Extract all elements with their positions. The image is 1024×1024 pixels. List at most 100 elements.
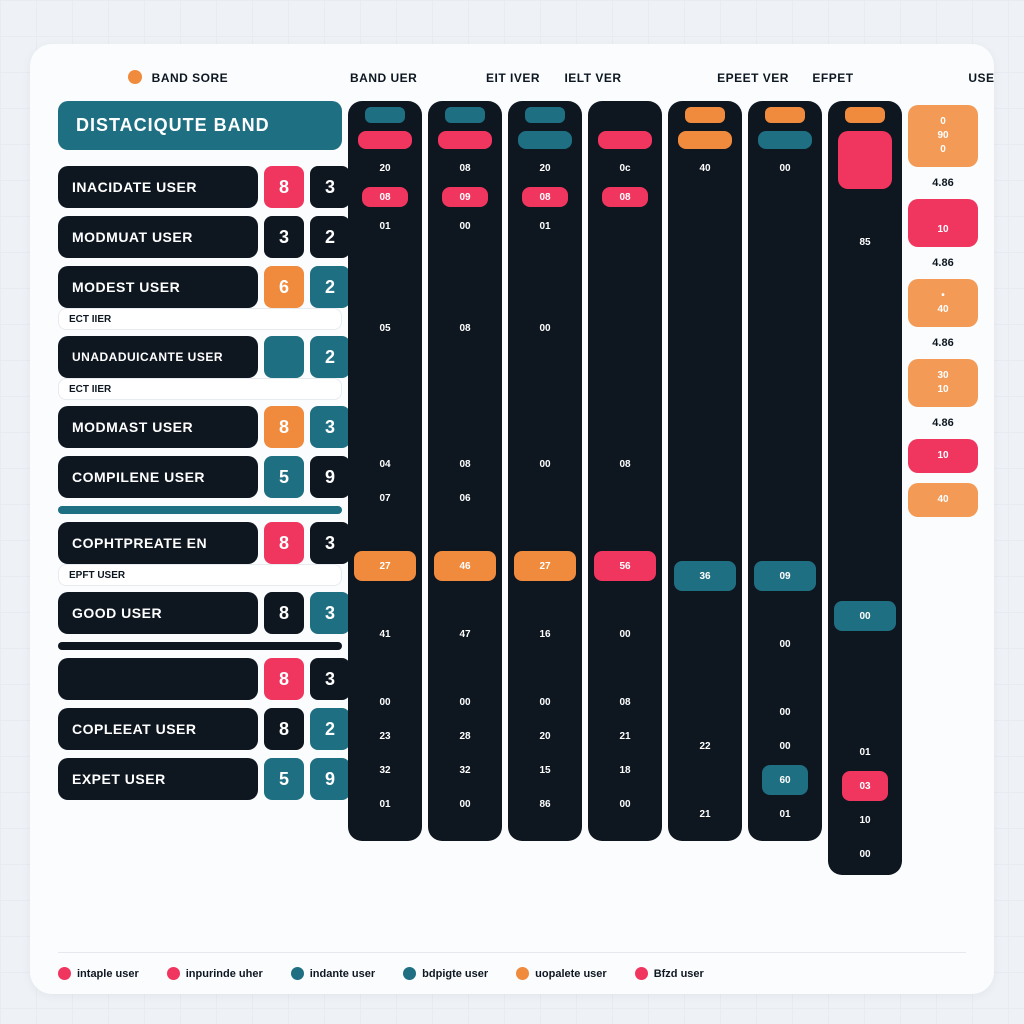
right-badges-column: 09004.86104.86•404.8630104.861040 (908, 101, 978, 517)
score-secondary: 3 (310, 658, 350, 700)
band-label: UNADADUICANTE USER (58, 336, 258, 378)
data-cell (522, 483, 568, 513)
band-row: UNADADUICANTE USER2 (58, 336, 342, 378)
data-cell (442, 279, 488, 309)
score-primary: 8 (264, 406, 304, 448)
column-cap (765, 107, 805, 123)
data-cell: 40 (682, 153, 728, 183)
data-cell (682, 221, 728, 251)
data-cell (442, 585, 488, 615)
data-cell: 60 (762, 765, 808, 795)
score-secondary: 3 (310, 406, 350, 448)
data-cell (602, 653, 648, 683)
legend-swatch-icon (167, 967, 180, 980)
data-cell (522, 585, 568, 615)
band-row: EXPET USER59 (58, 758, 342, 800)
data-cell (522, 415, 568, 445)
data-cell: 00 (442, 687, 488, 717)
side-value: 4.86 (908, 417, 978, 429)
band-label (58, 658, 258, 700)
data-cell: 04 (362, 449, 408, 479)
band-label: MODEST USER (58, 266, 258, 308)
data-cell (762, 357, 808, 387)
data-cell (522, 347, 568, 377)
header-eit: EIT IVER (476, 71, 550, 85)
score-secondary: 2 (310, 708, 350, 750)
legend-item: uopalete user (516, 967, 607, 980)
legend-label: bdpigte user (422, 968, 488, 980)
data-cell (682, 765, 728, 795)
column-cap (525, 107, 565, 123)
header-band-sore: BAND SORE (58, 70, 298, 85)
score-primary (264, 336, 304, 378)
side-value: 4.86 (908, 257, 978, 269)
data-cell: 08 (602, 449, 648, 479)
band-label: GOOD USER (58, 592, 258, 634)
data-cell (362, 585, 408, 615)
data-cell: 08 (442, 153, 488, 183)
header-band-uer: BAND UER (350, 71, 470, 85)
data-cell (682, 255, 728, 285)
data-cell: 01 (362, 789, 408, 819)
data-cell: 09 (754, 561, 816, 591)
legend-swatch-icon (403, 967, 416, 980)
data-cell (522, 653, 568, 683)
data-cell: 00 (442, 211, 488, 241)
column-cap (685, 107, 725, 123)
sub-label[interactable]: ECT IIER (58, 308, 342, 330)
data-cell (682, 595, 728, 625)
legend-item: intaple user (58, 967, 139, 980)
sub-label[interactable]: ECT IIER (58, 378, 342, 400)
data-cell: 27 (354, 551, 416, 581)
band-row: COPHTPREATE EN83 (58, 522, 342, 564)
data-cell (442, 245, 488, 275)
data-cell: 08 (602, 687, 648, 717)
score-secondary: 9 (310, 456, 350, 498)
sub-label[interactable]: EPFT USER (58, 564, 342, 586)
data-cell (602, 313, 648, 343)
data-cell (762, 425, 808, 455)
data-cell: 20 (362, 153, 408, 183)
data-cell: 08 (362, 187, 408, 207)
legend-swatch-icon (635, 967, 648, 980)
data-cell (362, 653, 408, 683)
data-cell (842, 193, 888, 223)
data-cell: 28 (442, 721, 488, 751)
data-cell: 00 (834, 601, 896, 631)
data-cell (762, 255, 808, 285)
score-secondary: 9 (310, 758, 350, 800)
data-cell (442, 347, 488, 377)
data-cell: 00 (522, 687, 568, 717)
data-cell (842, 431, 888, 461)
chart-card: BAND SORE BAND UER EIT IVER IELT VER EPE… (30, 44, 994, 994)
data-cell: 20 (522, 153, 568, 183)
data-cell (602, 211, 648, 241)
data-cell: 23 (362, 721, 408, 751)
side-badge: 10 (908, 439, 978, 473)
data-cell (842, 567, 888, 597)
data-cell (522, 381, 568, 411)
data-cell: 86 (522, 789, 568, 819)
data-cell: 01 (762, 799, 808, 829)
band-label: COPLEEAT USER (58, 708, 258, 750)
legend-swatch-icon (291, 967, 304, 980)
band-label: MODMAST USER (58, 406, 258, 448)
data-column-1: 200801050407274100233201 (348, 101, 422, 841)
data-cell (602, 245, 648, 275)
data-cell: 16 (522, 619, 568, 649)
score-primary: 8 (264, 592, 304, 634)
score-secondary: 2 (310, 216, 350, 258)
data-cell: 36 (674, 561, 736, 591)
data-cell (362, 347, 408, 377)
band-label: COMPILENE USER (58, 456, 258, 498)
data-cell: 47 (442, 619, 488, 649)
data-cell: 00 (762, 731, 808, 761)
data-cell: 00 (602, 789, 648, 819)
data-cell (842, 465, 888, 495)
data-cell (842, 499, 888, 529)
side-value: 4.86 (908, 337, 978, 349)
data-cell: 32 (442, 755, 488, 785)
data-cell: 00 (762, 697, 808, 727)
legend-item: inpurinde uher (167, 967, 263, 980)
side-badge: 3010 (908, 359, 978, 407)
